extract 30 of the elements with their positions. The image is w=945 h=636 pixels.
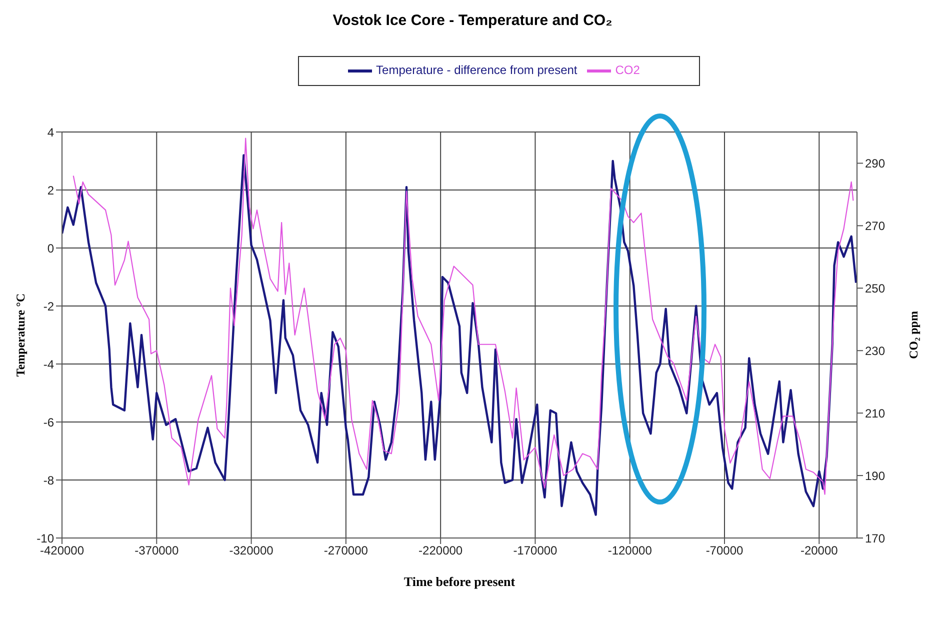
x-axis-title: Time before present [404, 574, 516, 589]
y-tick-label: 4 [47, 125, 54, 140]
y-tick-label: 0 [47, 241, 54, 256]
x-tick-label: -120000 [608, 544, 652, 558]
y-tick-label: 2 [47, 183, 54, 198]
x-tick-label: -420000 [40, 544, 84, 558]
legend-label: Temperature - difference from present [376, 63, 578, 78]
x-tick-label: -270000 [324, 544, 368, 558]
y-tick-label: -2 [43, 299, 54, 314]
y2-tick-label: 270 [865, 218, 886, 233]
y-tick-label: -4 [43, 357, 54, 372]
y-axis-title: Temperature °C [13, 293, 28, 377]
legend-label: CO2 [615, 63, 640, 78]
x-tick-label: -220000 [418, 544, 463, 558]
y2-tick-label: 290 [865, 156, 886, 170]
x-tick-label: -370000 [134, 544, 179, 558]
y2-axis-title: CO₂ ppm [906, 311, 920, 359]
x-tick-label: -170000 [513, 544, 558, 558]
y-tick-label: -10 [36, 531, 54, 546]
y-tick-label: -8 [43, 473, 54, 488]
chart-title: Vostok Ice Core - Temperature and CO₂ [332, 12, 614, 29]
y2-tick-label: 210 [865, 406, 886, 420]
x-tick-label: -320000 [229, 544, 274, 558]
x-tick-label: -70000 [706, 544, 744, 558]
y2-tick-label: 230 [865, 344, 886, 358]
y-tick-label: -6 [43, 415, 54, 430]
y2-tick-label: 190 [865, 468, 886, 483]
x-tick-label: -20000 [800, 544, 838, 558]
y2-tick-label: 250 [865, 281, 886, 296]
y2-tick-label: 170 [865, 531, 886, 546]
